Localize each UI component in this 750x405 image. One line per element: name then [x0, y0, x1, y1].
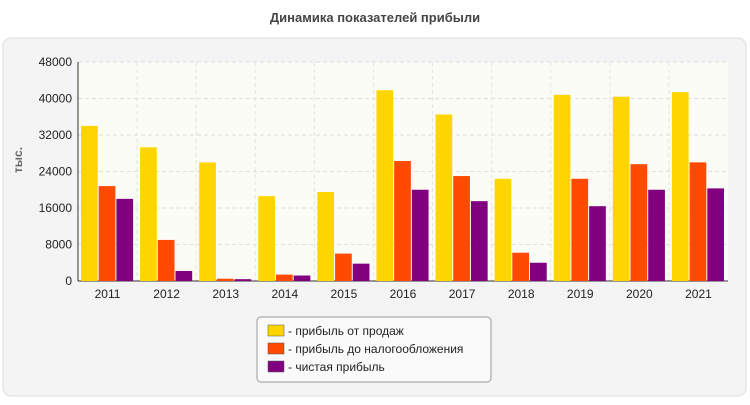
- x-tick-label: 2019: [567, 287, 594, 301]
- y-tick-label: 8000: [45, 238, 72, 252]
- x-tick-label: 2012: [153, 287, 180, 301]
- bar: [140, 147, 157, 281]
- bar: [352, 263, 370, 281]
- bar: [81, 125, 98, 281]
- x-tick-label: 2011: [95, 287, 121, 301]
- legend-swatch: [267, 324, 285, 337]
- bar: [157, 239, 175, 281]
- bar: [553, 94, 571, 281]
- y-tick-label: 40000: [39, 92, 73, 106]
- y-tick-label: 32000: [39, 128, 73, 142]
- bar: [648, 189, 665, 281]
- bar: [689, 162, 707, 281]
- bar: [293, 275, 311, 281]
- bar: [199, 162, 216, 281]
- bar: [707, 188, 724, 281]
- x-tick-label: 2013: [212, 287, 239, 301]
- bar: [376, 90, 394, 281]
- legend-label: - прибыль от продаж: [288, 324, 404, 338]
- bar: [216, 278, 234, 281]
- y-tick-label: 16000: [39, 201, 73, 215]
- bar: [116, 198, 134, 281]
- legend: [256, 316, 492, 383]
- bar: [530, 262, 547, 281]
- x-tick-label: 2020: [626, 287, 653, 301]
- x-tick-label: 2018: [508, 287, 535, 301]
- y-tick-label: 48000: [39, 55, 73, 69]
- bar: [258, 196, 275, 281]
- bar: [630, 164, 648, 281]
- bar: [470, 201, 488, 281]
- x-tick-label: 2016: [390, 287, 417, 301]
- bar: [98, 186, 116, 281]
- legend-swatch: [267, 342, 285, 355]
- y-tick-label: 0: [65, 274, 72, 288]
- bar: [671, 92, 689, 281]
- bar: [589, 206, 606, 281]
- bar: [494, 178, 512, 281]
- bar: [317, 192, 335, 281]
- bar: [394, 161, 411, 281]
- x-tick-label: 2014: [271, 287, 298, 301]
- bar: [234, 279, 252, 281]
- x-tick-label: 2015: [331, 287, 358, 301]
- chart-title: Динамика показателей прибыли: [270, 10, 480, 25]
- bar: [275, 274, 293, 281]
- bar: [411, 189, 429, 281]
- y-tick-label: 24000: [39, 165, 73, 179]
- bar: [612, 96, 630, 281]
- bar: [453, 176, 470, 281]
- bar: [435, 114, 453, 281]
- bar: [571, 178, 589, 281]
- legend-swatch: [267, 360, 285, 373]
- legend-label: - прибыль до налогообложения: [288, 342, 463, 356]
- legend-label: - чистая прибыль: [288, 360, 385, 374]
- bar: [335, 253, 352, 281]
- x-tick-label: 2021: [685, 287, 712, 301]
- x-tick-label: 2017: [449, 287, 476, 301]
- y-axis-label: тыс.: [11, 147, 25, 173]
- bar: [175, 270, 193, 281]
- bar: [512, 252, 530, 281]
